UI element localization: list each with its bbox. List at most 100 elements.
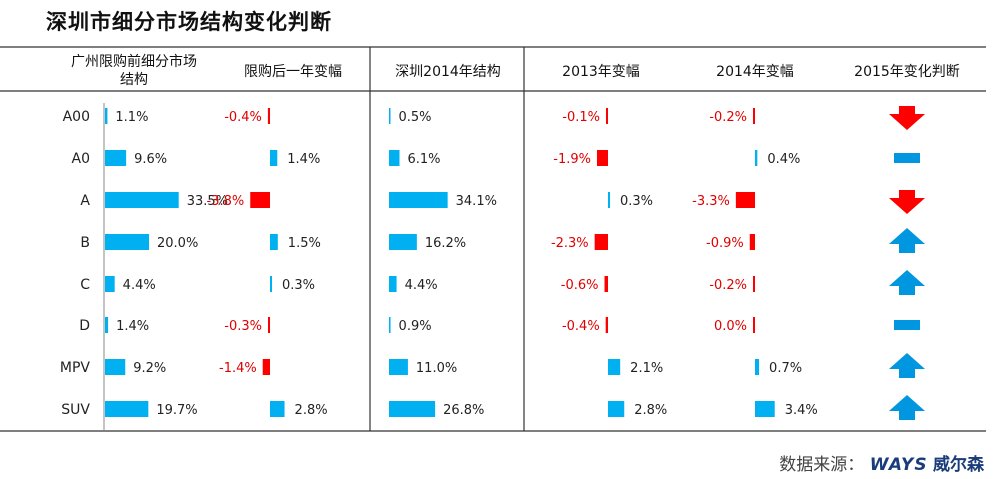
data-label-col1-MPV: 9.2% — [133, 361, 166, 376]
data-label-col4-B: -2.3% — [551, 236, 589, 251]
trend-up-arrow-icon-6 — [889, 353, 925, 378]
bar-col4-B — [594, 234, 608, 250]
data-label-col3-C: 4.4% — [405, 278, 438, 293]
category-label-A0: A0 — [72, 151, 90, 167]
bar-col5-A — [735, 192, 755, 208]
bar-col1-A — [105, 192, 179, 208]
data-label-col5-C: -0.2% — [709, 278, 747, 293]
data-label-col3-A: 34.1% — [456, 194, 497, 209]
bar-col2-SUV — [270, 401, 285, 417]
data-label-col2-A: -3.8% — [207, 194, 245, 209]
bar-col1-A00 — [105, 108, 108, 124]
trend-flat-bar-icon-1 — [894, 153, 920, 163]
bar-col2-B — [270, 234, 278, 250]
data-label-col2-MPV: -1.4% — [219, 361, 257, 376]
trend-down-arrow-icon-8-2 — [889, 190, 925, 214]
data-label-col1-A: 33.5% — [187, 194, 228, 209]
bar-col5-B — [749, 234, 755, 250]
data-label-col3-SUV: 26.8% — [443, 403, 484, 418]
bar-col1-A0 — [105, 150, 127, 166]
column-header-1-line-1: 广州限购前细分市场 — [71, 53, 197, 70]
data-label-col2-A0: 1.4% — [287, 152, 320, 167]
bar-col2-A — [250, 192, 270, 208]
bar-col1-C — [105, 276, 115, 292]
bar-col3-A0 — [389, 150, 400, 166]
column-header-5: 2014年变幅 — [716, 64, 794, 80]
bar-col1-D — [105, 317, 109, 333]
bar-col1-MPV — [105, 359, 126, 375]
bar-col4-A0 — [596, 150, 608, 166]
bar-col5-A00 — [753, 108, 755, 124]
data-label-col2-C: 0.3% — [282, 278, 315, 293]
bar-col2-A0 — [270, 150, 278, 166]
data-label-col2-SUV: 2.8% — [295, 403, 328, 418]
data-label-col3-A0: 6.1% — [407, 152, 440, 167]
category-label-MPV: MPV — [60, 360, 91, 376]
bar-col5-SUV — [755, 401, 775, 417]
bar-col3-B — [389, 234, 417, 250]
data-label-col1-A00: 1.1% — [115, 110, 148, 125]
ways-logo-cn: 威尔森 — [933, 455, 984, 475]
bar-col2-MPV — [262, 359, 270, 375]
data-label-col2-D: -0.3% — [224, 319, 262, 334]
chart-title: 深圳市细分市场结构变化判断 — [46, 10, 332, 34]
bar-col3-A — [389, 192, 448, 208]
data-label-col2-B: 1.5% — [288, 236, 321, 251]
bar-col3-MPV — [389, 359, 408, 375]
column-header-1-line-2: 结构 — [120, 72, 148, 88]
data-label-col3-A00: 0.5% — [399, 110, 432, 125]
data-label-col1-SUV: 19.7% — [156, 403, 197, 418]
data-label-col1-B: 20.0% — [157, 236, 198, 251]
bar-col5-D — [753, 317, 755, 333]
trend-up-arrow-icon-4 — [889, 270, 925, 295]
data-label-col3-MPV: 11.0% — [416, 361, 457, 376]
trend-flat-bar-icon-5 — [894, 320, 920, 330]
bar-col3-C — [389, 276, 397, 292]
data-label-col5-MPV: 0.7% — [769, 361, 802, 376]
trend-up-arrow-icon-3 — [889, 228, 925, 253]
data-label-col4-SUV: 2.8% — [634, 403, 667, 418]
bar-col5-C — [753, 276, 755, 292]
data-label-col4-A00: -0.1% — [562, 110, 600, 125]
data-label-col5-A0: 0.4% — [767, 152, 800, 167]
data-label-col5-SUV: 3.4% — [785, 403, 818, 418]
data-label-col3-B: 16.2% — [425, 236, 466, 251]
data-label-col4-D: -0.4% — [562, 319, 600, 334]
bar-col5-A0 — [755, 150, 758, 166]
data-label-col2-A00: -0.4% — [224, 110, 262, 125]
data-label-col5-D: 0.0% — [714, 319, 747, 334]
data-label-col5-A00: -0.2% — [709, 110, 747, 125]
bar-col5-MPV — [755, 359, 760, 375]
category-label-B: B — [80, 235, 90, 251]
column-header-3: 深圳2014年结构 — [395, 64, 501, 80]
data-label-col5-A: -3.3% — [692, 194, 730, 209]
bar-col4-C — [604, 276, 608, 292]
bar-col2-D — [268, 317, 270, 333]
data-label-col1-C: 4.4% — [123, 278, 156, 293]
bar-col3-SUV — [389, 401, 436, 417]
bar-col1-SUV — [105, 401, 149, 417]
trend-up-arrow-icon-7 — [889, 395, 925, 420]
category-label-C: C — [80, 277, 90, 293]
bar-col3-A00 — [389, 108, 391, 124]
trend-down-arrow-icon-8-0 — [889, 106, 925, 130]
bar-col4-D — [605, 317, 608, 333]
column-header-4: 2013年变幅 — [562, 64, 640, 80]
bar-col1-B — [105, 234, 149, 250]
data-label-col1-A0: 9.6% — [134, 152, 167, 167]
category-label-D: D — [79, 318, 90, 334]
data-label-col1-D: 1.4% — [116, 319, 149, 334]
data-label-col4-A0: -1.9% — [553, 152, 591, 167]
source-label: 数据来源： — [779, 455, 865, 475]
column-header-2: 限购后一年变幅 — [244, 64, 342, 80]
data-label-col4-MPV: 2.1% — [630, 361, 663, 376]
bar-col4-A00 — [606, 108, 608, 124]
column-header-6: 2015年变化判断 — [854, 64, 960, 80]
data-label-col4-A: 0.3% — [620, 194, 653, 209]
category-label-SUV: SUV — [61, 402, 90, 418]
category-label-A00: A00 — [63, 109, 90, 125]
data-label-col4-C: -0.6% — [561, 278, 599, 293]
category-label-A: A — [80, 193, 90, 209]
bar-col2-A00 — [267, 108, 270, 124]
